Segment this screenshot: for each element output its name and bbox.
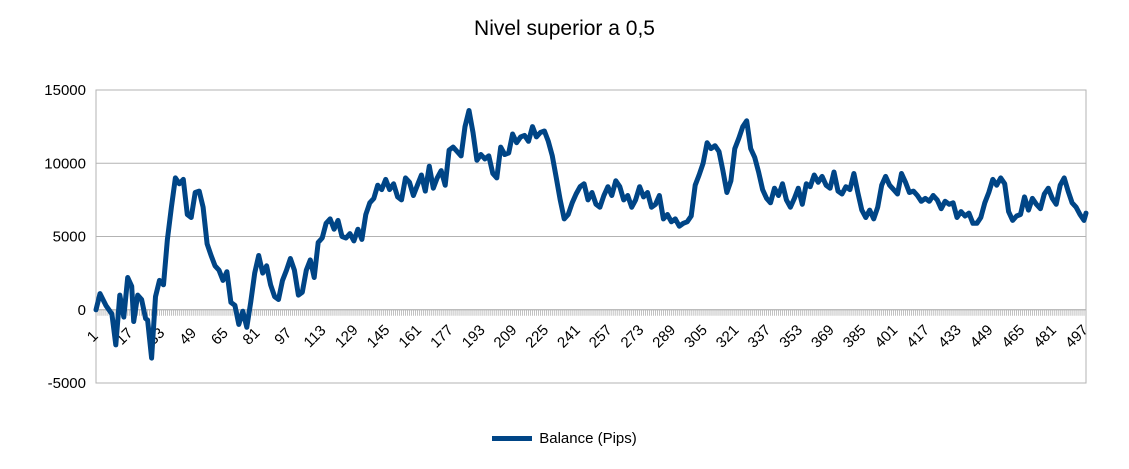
y-tick-label: 5000 (53, 229, 86, 246)
x-tick-label: 353 (776, 322, 806, 352)
x-tick-label: 337 (745, 322, 775, 352)
x-tick-label: 273 (618, 322, 648, 352)
x-tick-label: 113 (301, 322, 330, 351)
x-tick-label: 1 (84, 328, 102, 346)
x-tick-label: 81 (240, 325, 264, 349)
series-line-0 (93, 108, 1089, 361)
x-tick-label: 225 (522, 322, 552, 352)
x-tick-label: 497 (1062, 322, 1092, 352)
x-tick-label: 49 (176, 325, 200, 349)
axes (95, 89, 1087, 384)
x-tick-label: 417 (903, 322, 933, 352)
x-tick-label: 257 (586, 322, 616, 352)
x-tick-label: 433 (935, 322, 965, 352)
x-tick-label: 305 (681, 322, 711, 352)
x-tick-label: 65 (208, 325, 232, 349)
plot-border (95, 89, 1087, 384)
series-layer (93, 108, 1089, 361)
x-tick-label: 289 (649, 322, 679, 352)
x-tick-label: 129 (332, 322, 362, 352)
x-tick-label: 401 (872, 322, 902, 352)
y-tick-labels: 15000 10000 5000 0 -5000 (44, 82, 86, 392)
y-tick-label: 15000 (44, 82, 86, 99)
x-axis-ticks (95, 309, 1087, 316)
y-tick-label: 0 (78, 302, 86, 319)
x-tick-label: 481 (1030, 322, 1060, 352)
x-tick-label: 97 (271, 325, 295, 349)
x-tick-label: 161 (395, 322, 425, 352)
x-tick-label: 177 (427, 322, 457, 352)
x-tick-label: 369 (808, 322, 838, 352)
y-tick-label: -5000 (48, 375, 86, 392)
x-tick-label: 449 (967, 322, 997, 352)
legend: Balance (Pips) (0, 430, 1129, 447)
x-tick-label: 241 (554, 322, 584, 352)
x-tick-label: 209 (491, 322, 521, 352)
x-tick-label: 321 (713, 322, 743, 352)
x-tick-label: 465 (999, 322, 1029, 352)
legend-label: Balance (Pips) (539, 430, 637, 447)
x-tick-label: 385 (840, 322, 870, 352)
x-tick-label: 193 (459, 322, 489, 352)
x-tick-label: 145 (364, 322, 394, 352)
chart-title: Nivel superior a 0,5 (474, 17, 655, 40)
legend-swatch (492, 436, 533, 441)
y-tick-label: 10000 (44, 155, 86, 172)
x-tick-labels: 1 17 33 49 65 81 97 113 129 145 161 177 193 209 225 241… (84, 322, 1092, 352)
